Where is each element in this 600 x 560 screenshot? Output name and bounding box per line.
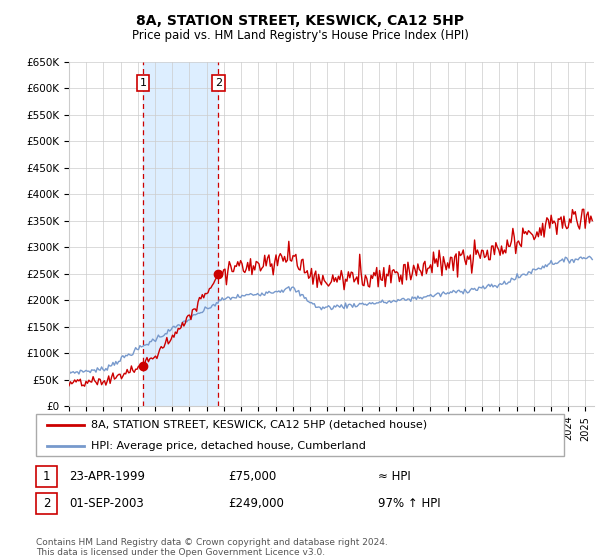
Text: £75,000: £75,000	[228, 470, 276, 483]
Text: 23-APR-1999: 23-APR-1999	[69, 470, 145, 483]
Text: 2: 2	[43, 497, 50, 510]
Text: 8A, STATION STREET, KESWICK, CA12 5HP (detached house): 8A, STATION STREET, KESWICK, CA12 5HP (d…	[91, 420, 428, 430]
FancyBboxPatch shape	[36, 466, 57, 487]
Text: 1: 1	[43, 470, 50, 483]
Text: 2: 2	[215, 78, 222, 88]
Text: 01-SEP-2003: 01-SEP-2003	[69, 497, 144, 510]
Text: 1: 1	[140, 78, 146, 88]
Text: 97% ↑ HPI: 97% ↑ HPI	[378, 497, 440, 510]
FancyBboxPatch shape	[36, 414, 564, 456]
Text: 8A, STATION STREET, KESWICK, CA12 5HP: 8A, STATION STREET, KESWICK, CA12 5HP	[136, 14, 464, 28]
FancyBboxPatch shape	[36, 493, 57, 514]
Text: £249,000: £249,000	[228, 497, 284, 510]
Text: ≈ HPI: ≈ HPI	[378, 470, 411, 483]
Text: Contains HM Land Registry data © Crown copyright and database right 2024.
This d: Contains HM Land Registry data © Crown c…	[36, 538, 388, 557]
Bar	[143, 62, 218, 406]
Text: Price paid vs. HM Land Registry's House Price Index (HPI): Price paid vs. HM Land Registry's House …	[131, 29, 469, 42]
Text: HPI: Average price, detached house, Cumberland: HPI: Average price, detached house, Cumb…	[91, 441, 367, 451]
